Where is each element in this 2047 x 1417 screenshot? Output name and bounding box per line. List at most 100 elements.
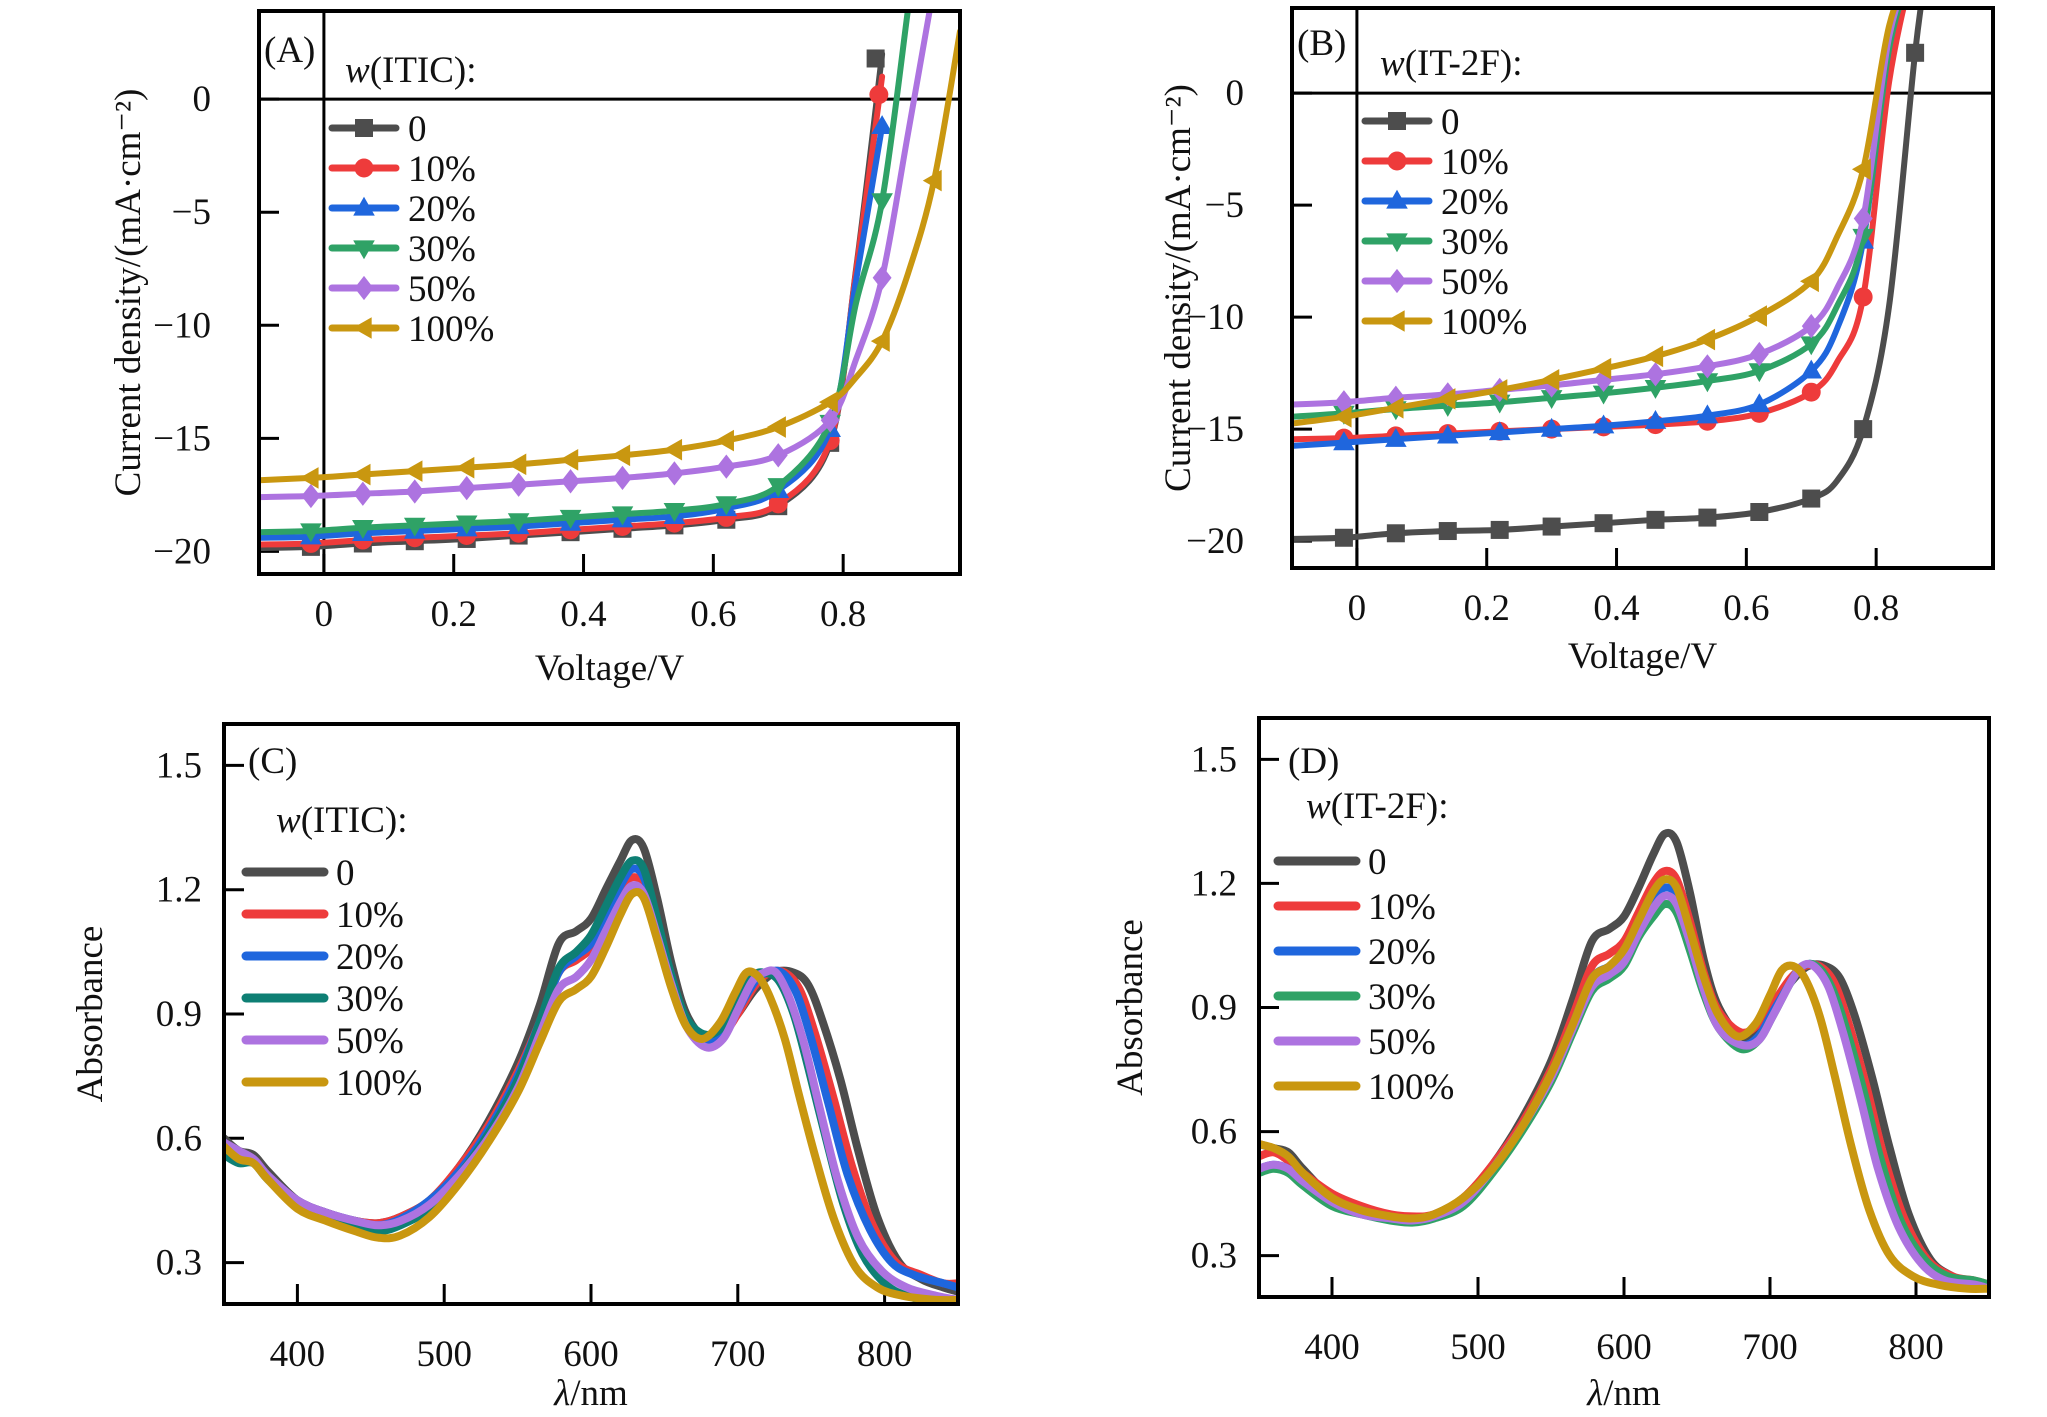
legend-item: 50%	[328, 269, 476, 310]
legend-item: 100%	[241, 1063, 422, 1104]
legend-label: 0	[1368, 842, 1387, 883]
marker-diamond	[301, 483, 321, 509]
marker-triangle-left	[1436, 388, 1456, 410]
x-tick-label: 800	[1888, 1327, 1944, 1368]
marker-triangle-down	[403, 517, 426, 537]
marker-triangle-left	[1540, 369, 1560, 391]
series-line	[259, 11, 911, 536]
y-tick-label: −10	[1186, 297, 1244, 338]
marker-triangle-left	[663, 438, 683, 461]
legend-label: 100%	[408, 309, 494, 350]
legend-label: 30%	[1368, 977, 1436, 1018]
marker-triangle-left	[1748, 305, 1767, 327]
marker-triangle-left	[1384, 397, 1404, 419]
marker-triangle-up	[871, 115, 893, 134]
legend-item: 100%	[1361, 302, 1527, 343]
panel-b-jv-curves-it2f: 0 0.2 0.4 0.6 0.80−5−10−15−20(B) w(IT-2F):010…	[1158, 6, 1995, 677]
marker-triangle-up	[353, 196, 375, 216]
y-tick-label: 0.6	[1191, 1112, 1237, 1153]
y-tick-label: −10	[153, 305, 211, 346]
legend-label: 20%	[1368, 932, 1436, 973]
marker-diamond	[1697, 354, 1717, 379]
x-tick-label: 0	[315, 594, 334, 635]
legend-label: 0	[1441, 102, 1460, 143]
marker-circle	[768, 494, 788, 514]
legend-label: 100%	[336, 1063, 422, 1104]
legend-label: 0	[408, 109, 427, 150]
marker-triangle-left	[922, 169, 942, 192]
legend-label: 10%	[408, 149, 476, 190]
marker-triangle-left	[1800, 270, 1819, 293]
marker-triangle-down	[1540, 390, 1563, 410]
series-line	[224, 887, 958, 1304]
y-tick-label: 0	[193, 79, 212, 120]
marker-triangle-left	[1644, 345, 1664, 368]
marker-circle	[869, 85, 889, 105]
marker-circle	[1853, 287, 1873, 307]
panel-c-absorbance-itic: 400 500 600 700 800 0.3 0.6 0.9 1.2 1.5 (C) w(ITIC)…	[70, 722, 960, 1414]
marker-square	[1334, 528, 1353, 547]
x-tick-label: 800	[857, 1334, 913, 1375]
legend: w(IT-2F): 010%20%30%50%100%	[1273, 786, 1454, 1108]
marker-triangle-down	[455, 515, 478, 535]
marker-triangle-left	[352, 317, 372, 339]
y-tick-label: −5	[1205, 185, 1244, 226]
x-axis-label: Voltage/V	[535, 648, 685, 689]
marker-diamond	[664, 461, 684, 486]
y-tick-label: 0.3	[156, 1243, 202, 1284]
y-axis-label: Current density/(mA·cm⁻²)	[108, 89, 149, 497]
plot-frame	[222, 722, 960, 1306]
marker-triangle-left	[1696, 328, 1716, 351]
legend-item: 20%	[1273, 932, 1436, 973]
marker-triangle-up	[1696, 404, 1719, 424]
marker-triangle-down	[1696, 373, 1719, 393]
x-tick-label: 400	[270, 1334, 326, 1375]
x-tick-label: 600	[1596, 1327, 1652, 1368]
marker-triangle-left	[767, 416, 786, 438]
plot-frame	[1290, 6, 1995, 570]
legend-label: 20%	[336, 937, 404, 978]
legend-label: 30%	[1441, 222, 1509, 263]
legend-item: 30%	[1273, 977, 1436, 1018]
series-group	[1292, 8, 1925, 547]
marker-diamond	[716, 454, 736, 479]
series-line	[1292, 8, 1900, 408]
marker-diamond	[1386, 385, 1406, 410]
marker-square	[1802, 489, 1821, 508]
y-tick-label: −15	[1186, 409, 1244, 450]
marker-triangle-up	[1800, 359, 1823, 379]
legend-item: 20%	[241, 937, 404, 978]
y-tick-label: −20	[153, 531, 211, 572]
marker-square	[1646, 510, 1665, 529]
marker-square	[866, 49, 885, 68]
marker-triangle-left	[403, 460, 423, 482]
marker-diamond	[1801, 313, 1821, 339]
marker-triangle-down	[715, 496, 738, 516]
legend-label: 50%	[1368, 1022, 1436, 1063]
marker-triangle-up	[1385, 427, 1407, 447]
marker-triangle-up	[1540, 417, 1563, 437]
legend-item: 0	[328, 109, 427, 150]
marker-triangle-down	[767, 478, 790, 498]
legend-title: w(ITIC):	[276, 800, 408, 841]
y-axis-label: Absorbance	[1110, 919, 1151, 1096]
legend-label: 100%	[1441, 302, 1527, 343]
marker-triangle-down	[300, 523, 322, 543]
panel-label: (A)	[264, 30, 315, 71]
series-100pct	[1292, 8, 1898, 428]
legend-item: 100%	[1273, 1067, 1454, 1108]
marker-triangle-up	[1592, 414, 1615, 434]
marker-triangle-down	[559, 509, 582, 529]
legend-label: 10%	[336, 895, 404, 936]
marker-triangle-up	[1644, 410, 1667, 429]
legend-title: w(ITIC):	[345, 50, 477, 91]
plot-frame	[257, 9, 962, 576]
legend-item: 0	[241, 853, 355, 894]
marker-diamond	[509, 472, 529, 497]
panel-label: (C)	[248, 741, 297, 782]
marker-circle	[354, 158, 374, 178]
marker-square	[1388, 112, 1406, 130]
y-tick-label: 1.5	[1191, 739, 1237, 780]
panel-label: (D)	[1288, 741, 1339, 782]
x-tick-label: 0.2	[431, 594, 477, 635]
